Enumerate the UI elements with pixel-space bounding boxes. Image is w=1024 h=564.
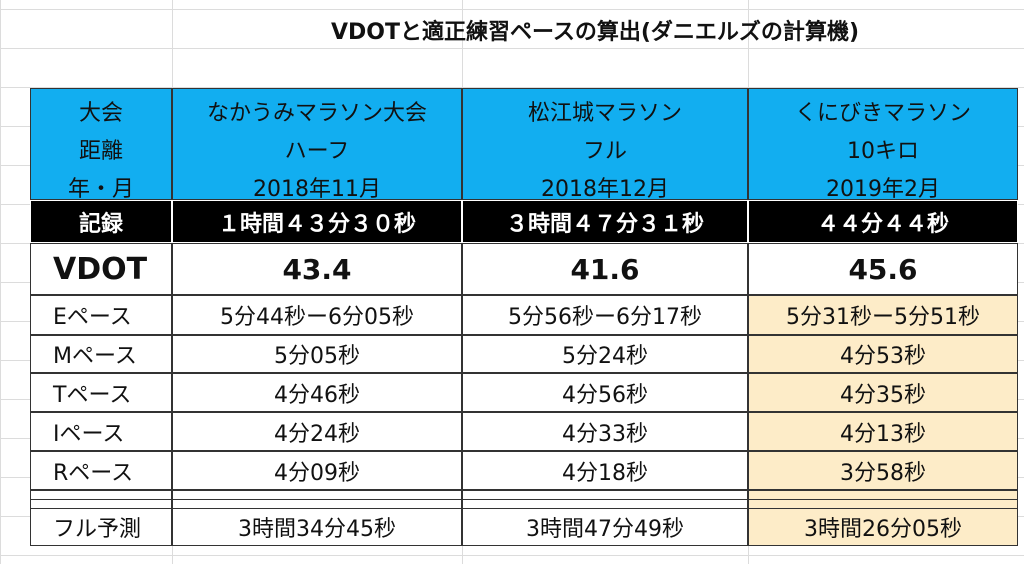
header-text: ハーフ <box>284 139 350 164</box>
spacer-cell <box>30 500 172 508</box>
header-cell: くにびきマラソン 10キロ 2019年2月 <box>748 88 1018 202</box>
title: VDOTと適正練習ペースの算出(ダニエルズの計算機) <box>330 20 859 45</box>
spacer-cell <box>748 490 1018 500</box>
table-cell: 4分35秒 <box>748 373 1018 412</box>
table-cell: 4分56秒 <box>462 373 748 412</box>
table-cell: 4分18秒 <box>462 451 748 490</box>
spacer-cell <box>748 500 1018 508</box>
spacer-cell <box>462 500 748 508</box>
table-cell: 43.4 <box>172 243 462 295</box>
table-cell: VDOT <box>30 243 172 295</box>
header-text: 2018年11月 <box>253 177 381 202</box>
spacer-cell <box>172 490 462 500</box>
table-cell: Mペース <box>30 335 172 373</box>
table-cell: 5分05秒 <box>172 335 462 373</box>
record-cell: ４４分４４秒 <box>748 200 1018 243</box>
table-cell: 5分24秒 <box>462 335 748 373</box>
table-cell: 4分46秒 <box>172 373 462 412</box>
header-text: 距離 <box>78 139 123 164</box>
header-text: 2018年12月 <box>541 177 669 202</box>
table-cell: 4分13秒 <box>748 412 1018 451</box>
header-cell: なかうみマラソン大会 ハーフ 2018年11月 <box>172 88 462 202</box>
table-cell: 3時間34分45秒 <box>172 508 462 546</box>
table-cell: Eペース <box>30 295 172 335</box>
table-cell: Rペース <box>30 451 172 490</box>
spacer-cell <box>462 490 748 500</box>
header-text: くにびきマラソン <box>794 101 971 126</box>
header-text: なかうみマラソン大会 <box>206 101 427 126</box>
header-cell: 大会 距離 年・月 <box>30 88 172 202</box>
table-cell: 45.6 <box>748 243 1018 295</box>
header-text: フル <box>582 139 627 164</box>
table-cell: 41.6 <box>462 243 748 295</box>
table-cell: 4分53秒 <box>748 335 1018 373</box>
header-text: 年・月 <box>67 177 134 202</box>
table-cell: 3分58秒 <box>748 451 1018 490</box>
table-cell: Tペース <box>30 373 172 412</box>
header-text: 2019年2月 <box>826 177 940 202</box>
spacer-cell <box>30 490 172 500</box>
table-cell: 4分33秒 <box>462 412 748 451</box>
header-text: 10キロ <box>847 139 919 164</box>
table-cell: Iペース <box>30 412 172 451</box>
table-cell: 5分44秒ー6分05秒 <box>172 295 462 335</box>
record-cell: 記録 <box>30 200 172 243</box>
table-cell: 5分31秒ー5分51秒 <box>748 295 1018 335</box>
header-text: 大会 <box>78 101 123 126</box>
table-cell: 4分09秒 <box>172 451 462 490</box>
record-cell: ３時間４７分３１秒 <box>462 200 748 243</box>
table-cell: 5分56秒ー6分17秒 <box>462 295 748 335</box>
table-cell: フル予測 <box>30 508 172 546</box>
table-cell: 3時間26分05秒 <box>748 508 1018 546</box>
header-text: 松江城マラソン <box>527 101 682 126</box>
table-cell: 3時間47分49秒 <box>462 508 748 546</box>
table-cell: 4分24秒 <box>172 412 462 451</box>
spacer-cell <box>172 500 462 508</box>
record-cell: １時間４３分３０秒 <box>172 200 462 243</box>
header-cell: 松江城マラソン フル 2018年12月 <box>462 88 748 202</box>
